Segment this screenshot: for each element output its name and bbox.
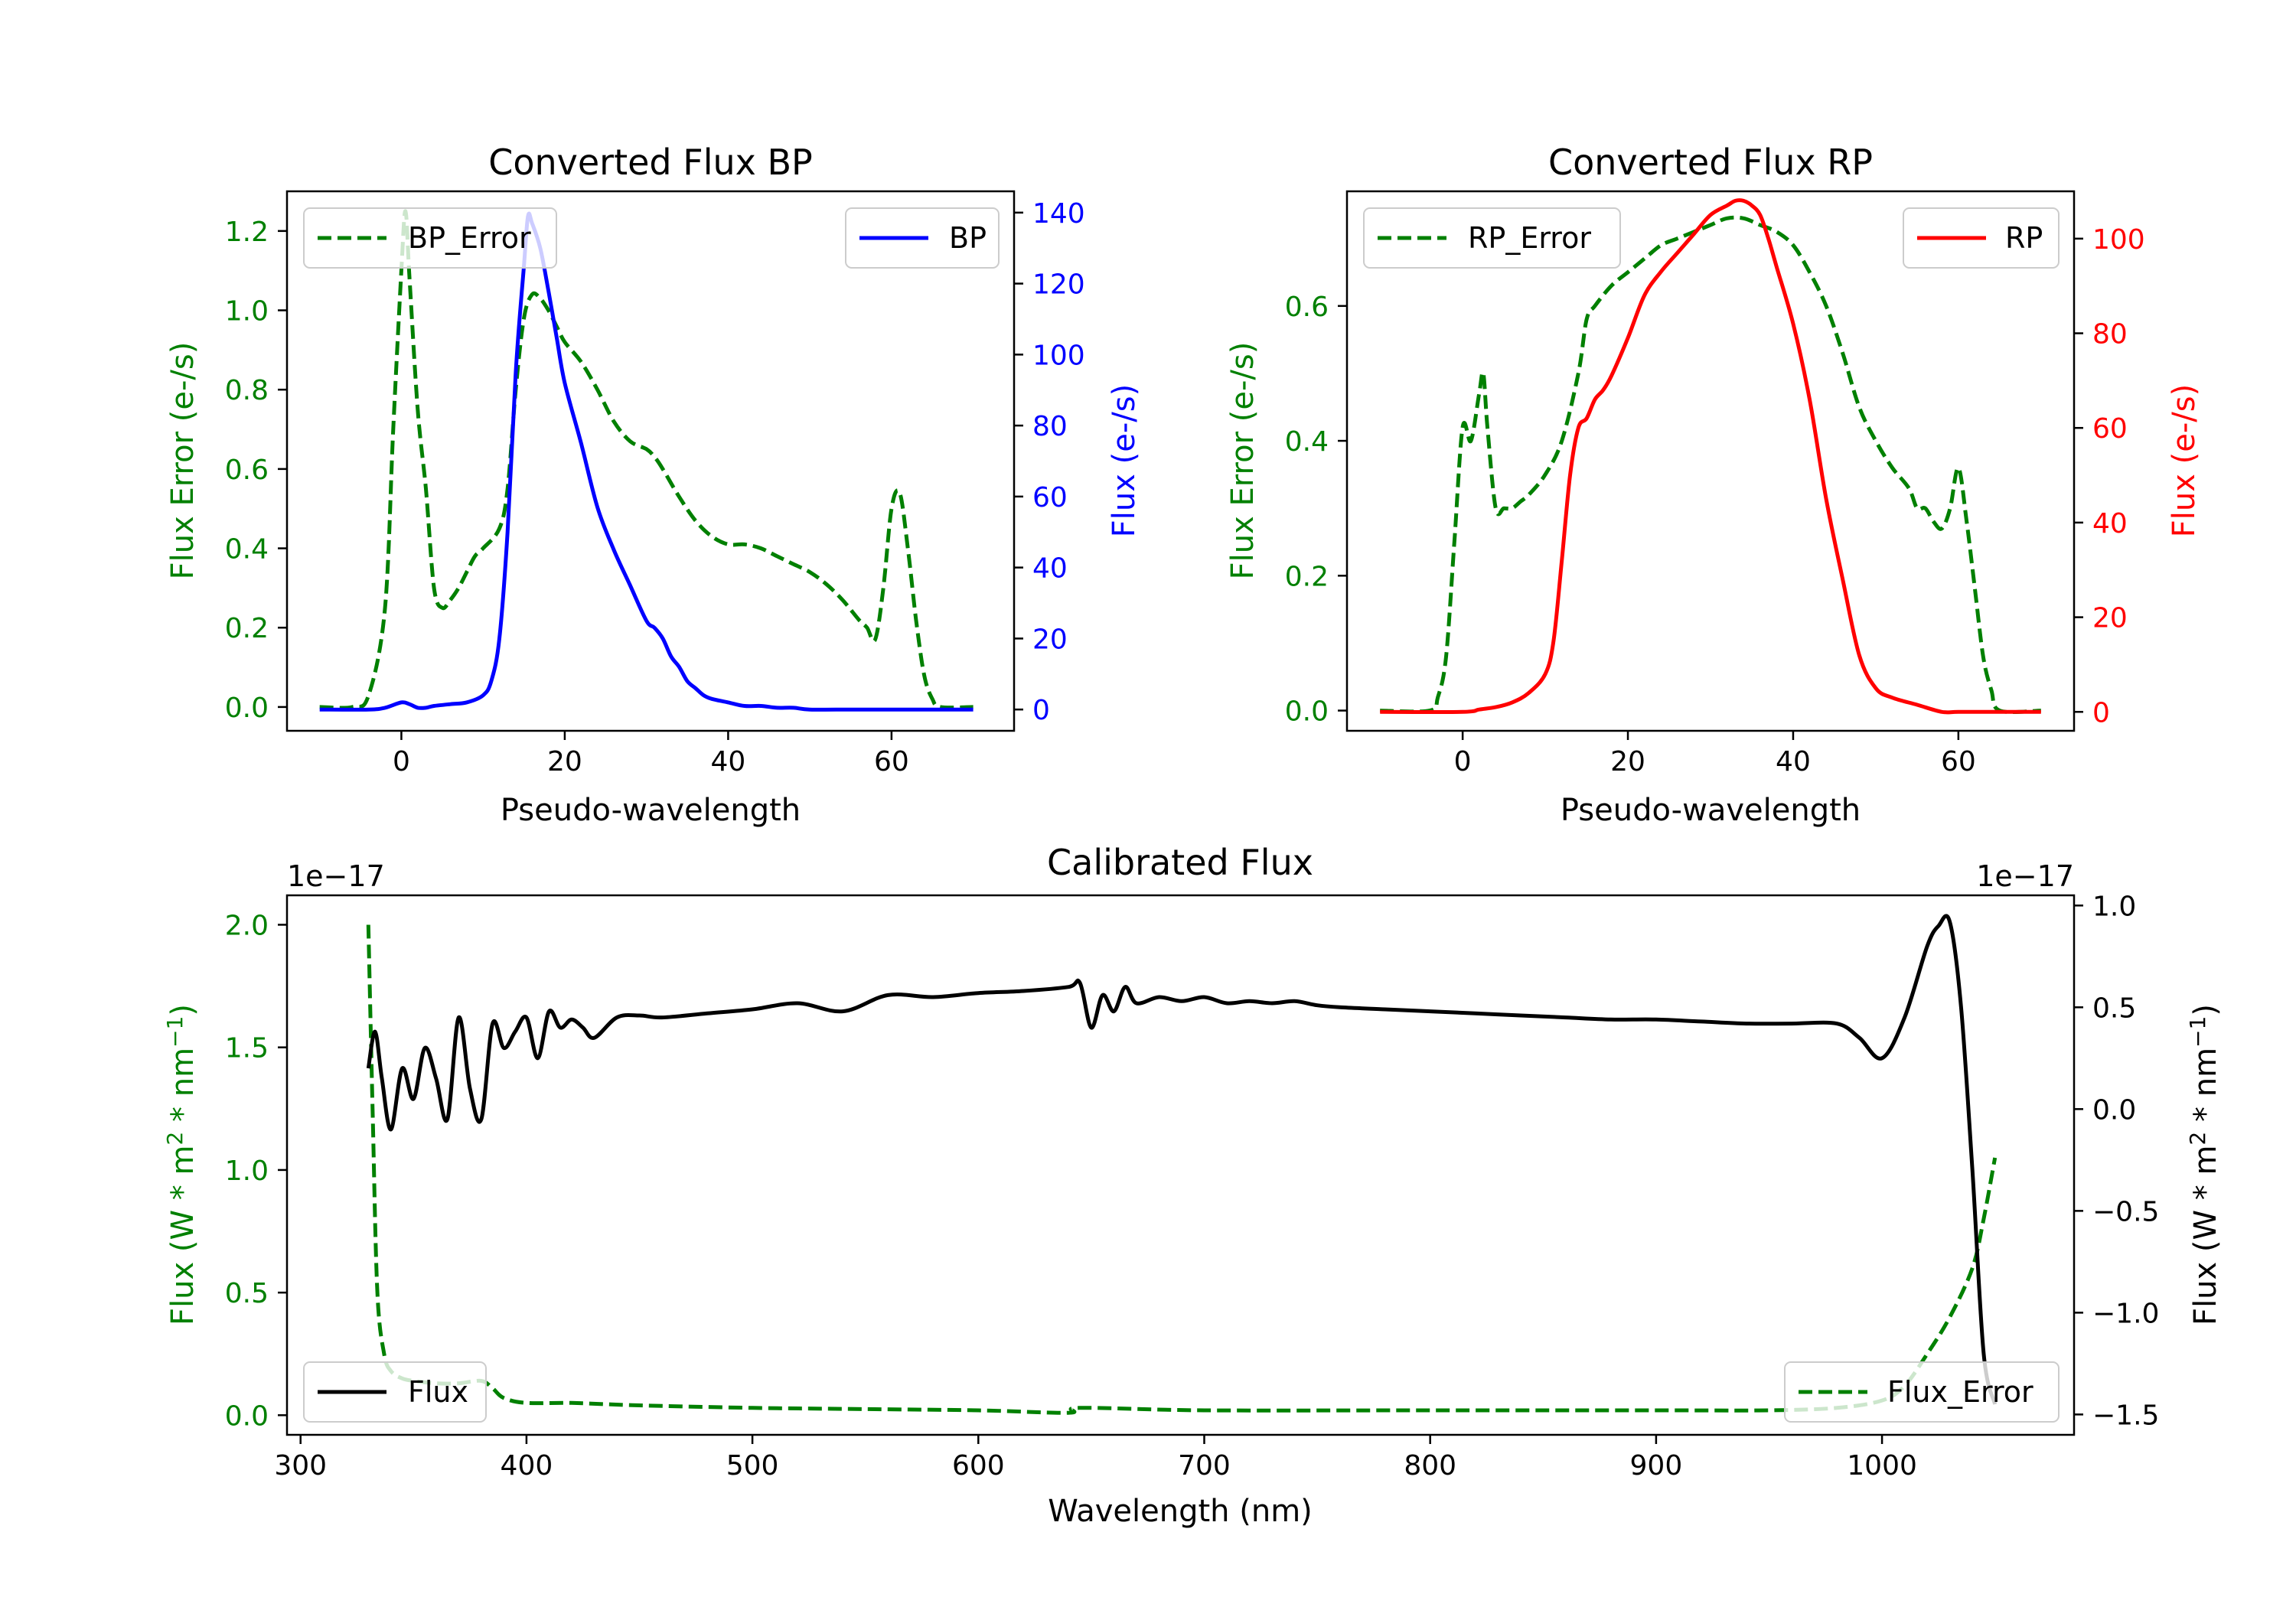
bp-y-right-tick-label: 120 bbox=[1032, 269, 1085, 301]
cal-x-tick-label: 700 bbox=[1178, 1450, 1231, 1482]
bp-y-right-label: Flux (e-/s) bbox=[1107, 384, 1142, 537]
bp-legend-error-box bbox=[303, 207, 557, 269]
bp-y-right-tick-label: 60 bbox=[1032, 482, 1068, 513]
cal-x-tick-label: 500 bbox=[726, 1450, 779, 1482]
bp-y-left-tick-label: 0.8 bbox=[225, 375, 269, 406]
bp-y-left-tick-label: 0.6 bbox=[225, 455, 269, 486]
cal-y-left-label: Flux (W * m2 * nm−1) bbox=[162, 1004, 201, 1325]
rp-y-left-tick-label: 0.6 bbox=[1285, 292, 1329, 323]
cal-y-right-label: Flux (W * m2 * nm−1) bbox=[2185, 1004, 2223, 1325]
cal-left-offset: 1e−17 bbox=[287, 859, 385, 893]
bp-axes-frame bbox=[285, 190, 1016, 732]
rp-series-rp bbox=[1380, 198, 2041, 715]
cal-legend-error-box bbox=[1784, 1361, 2060, 1423]
bp-y-left-tick-label: 0.4 bbox=[225, 534, 269, 566]
calibrated-panel: Calibrated Flux 1e−17 1e−17 300 400 500 600… bbox=[162, 842, 2223, 1529]
cal-legend-error-label: Flux_Error bbox=[1887, 1375, 2033, 1409]
rp-x-axis-label: Pseudo-wavelength bbox=[1561, 793, 1861, 828]
bp-legend-flux-label: BP bbox=[949, 221, 987, 255]
cal-title: Calibrated Flux bbox=[1047, 842, 1313, 883]
rp-y-right-label: Flux (e-/s) bbox=[2167, 384, 2202, 537]
cal-series-flux bbox=[366, 914, 1998, 1405]
bp-y-right-tick-label: 100 bbox=[1032, 340, 1085, 371]
rp-y-right-tick-label: 60 bbox=[2092, 413, 2128, 445]
bp-y-right-tick-label: 0 bbox=[1032, 695, 1050, 726]
bp-y-right-tick-label: 140 bbox=[1032, 198, 1085, 230]
rp-x-tick-label: 0 bbox=[1454, 746, 1472, 777]
cal-x-tick-label: 900 bbox=[1630, 1450, 1683, 1482]
cal-legend-flux: Flux bbox=[303, 1361, 487, 1423]
cal-legend-flux-label: Flux bbox=[408, 1375, 468, 1409]
bp-y-right-tick-label: 80 bbox=[1032, 411, 1068, 442]
rp-y-right-tick-label: 80 bbox=[2092, 319, 2128, 350]
rp-y-right-tick-label: 40 bbox=[2092, 508, 2128, 539]
cal-y-right-tick-label: 1.0 bbox=[2092, 891, 2136, 922]
cal-y-left-tick-label: 1.0 bbox=[225, 1156, 269, 1187]
bp-y-left-tick-label: 1.2 bbox=[225, 217, 269, 248]
rp-legend-error: RP_Error bbox=[1363, 207, 1621, 269]
rp-axes-frame bbox=[1345, 190, 2076, 732]
rp-y-left-tick-label: 0.2 bbox=[1285, 561, 1329, 592]
rp-series-rp-error bbox=[1380, 215, 2041, 715]
rp-title: Converted Flux RP bbox=[1548, 142, 1873, 183]
bp-panel: Converted Flux BP 0 20 40 60 0.0 0.2 0.4 0.6 0.… bbox=[165, 142, 1142, 828]
rp-legend-flux: RP bbox=[1903, 207, 2060, 269]
bp-x-tick-label: 40 bbox=[710, 746, 745, 777]
cal-x-tick-label: 400 bbox=[501, 1450, 553, 1482]
rp-y-right-tick-label: 20 bbox=[2092, 603, 2128, 634]
cal-y-right-tick-label: −0.5 bbox=[2092, 1196, 2159, 1227]
bp-x-tick-label: 60 bbox=[874, 746, 909, 777]
bp-legend-flux: BP bbox=[845, 207, 1000, 269]
bp-x-tick-label: 20 bbox=[547, 746, 582, 777]
bp-y-right-tick-label: 20 bbox=[1032, 624, 1068, 655]
rp-legend-error-box bbox=[1363, 207, 1621, 269]
bp-title: Converted Flux BP bbox=[488, 142, 813, 183]
rp-x-tick-label: 40 bbox=[1776, 746, 1811, 777]
cal-y-right-tick-label: 0.5 bbox=[2092, 993, 2136, 1024]
bp-y-left-tick-label: 0.2 bbox=[225, 613, 269, 644]
cal-y-right-tick-label: −1.0 bbox=[2092, 1298, 2159, 1329]
rp-x-tick-label: 60 bbox=[1941, 746, 1976, 777]
cal-y-right-tick-label: 0.0 bbox=[2092, 1094, 2136, 1126]
rp-x-tick-label: 20 bbox=[1610, 746, 1645, 777]
cal-x-tick-label: 1000 bbox=[1847, 1450, 1917, 1482]
rp-y-right-tick-label: 0 bbox=[2092, 697, 2110, 729]
rp-panel: Converted Flux RP 0 20 40 60 0.0 0.2 0.4 0.6 0… bbox=[1225, 142, 2202, 828]
rp-legend-flux-label: RP bbox=[2005, 221, 2043, 255]
cal-y-left-tick-label: 0.0 bbox=[225, 1400, 269, 1432]
rp-y-left-tick-label: 0.0 bbox=[1285, 696, 1329, 728]
cal-series-flux-error bbox=[366, 924, 1998, 1415]
bp-y-left-tick-label: 0.0 bbox=[225, 693, 269, 724]
cal-x-tick-label: 800 bbox=[1404, 1450, 1456, 1482]
bp-legend-error-label: BP_Error bbox=[408, 221, 531, 255]
cal-axes-frame bbox=[285, 894, 2076, 1436]
bp-y-left-tick-label: 1.0 bbox=[225, 296, 269, 328]
cal-y-left-tick-label: 0.5 bbox=[225, 1278, 269, 1309]
bp-series-bp bbox=[319, 211, 974, 712]
bp-y-right-tick-label: 40 bbox=[1032, 553, 1068, 585]
cal-x-axis-label: Wavelength (nm) bbox=[1048, 1494, 1313, 1529]
cal-right-offset: 1e−17 bbox=[1976, 859, 2074, 893]
cal-x-tick-label: 300 bbox=[274, 1450, 327, 1482]
bp-y-left-label: Flux Error (e-/s) bbox=[165, 342, 201, 580]
bp-x-axis-label: Pseudo-wavelength bbox=[501, 793, 801, 828]
bp-series-bp-error bbox=[319, 209, 974, 710]
bp-legend-error: BP_Error bbox=[303, 207, 557, 269]
cal-x-tick-label: 600 bbox=[952, 1450, 1005, 1482]
cal-y-left-tick-label: 1.5 bbox=[225, 1033, 269, 1064]
rp-legend-error-label: RP_Error bbox=[1468, 221, 1591, 255]
cal-legend-error: Flux_Error bbox=[1784, 1361, 2060, 1423]
rp-y-left-label: Flux Error (e-/s) bbox=[1225, 342, 1261, 580]
rp-y-right-tick-label: 100 bbox=[2092, 224, 2145, 256]
rp-y-left-tick-label: 0.4 bbox=[1285, 426, 1329, 458]
bp-x-tick-label: 0 bbox=[393, 746, 410, 777]
cal-y-right-tick-label: −1.5 bbox=[2092, 1400, 2159, 1431]
cal-y-left-tick-label: 2.0 bbox=[225, 910, 269, 941]
cal-legend-flux-box bbox=[303, 1361, 487, 1423]
